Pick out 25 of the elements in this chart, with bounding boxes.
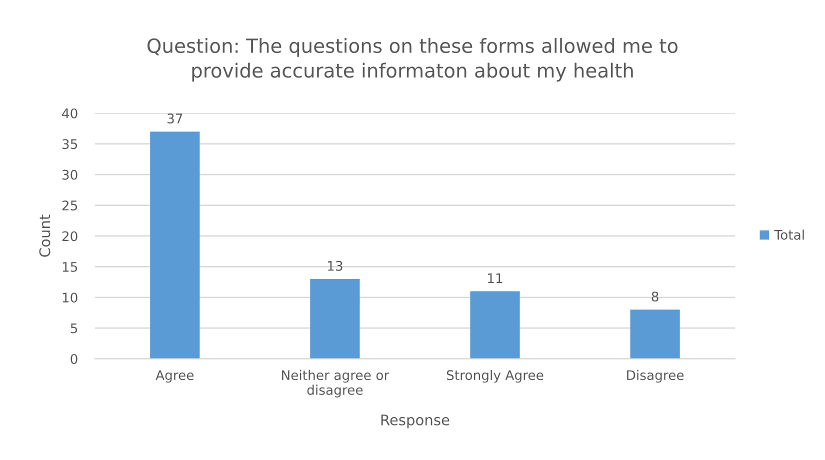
- y-tick-label: 20: [62, 231, 78, 242]
- y-tick-label: 0: [70, 354, 78, 364]
- data-label: 37: [168, 113, 182, 124]
- bar: [470, 291, 520, 359]
- bar: [150, 132, 200, 359]
- data-label: 8: [652, 292, 658, 302]
- y-tick-label: 15: [62, 262, 78, 272]
- bar: [630, 310, 680, 359]
- y-tick-label: 5: [70, 323, 78, 334]
- y-tick-label: 10: [62, 292, 78, 303]
- data-label: 11: [488, 273, 502, 283]
- y-tick-label: 35: [62, 139, 78, 150]
- bar: [310, 278, 360, 359]
- x-tick-label: Strongly Agree: [446, 370, 544, 383]
- data-label: 13: [328, 260, 342, 271]
- chart-title: Question: The questions on these forms allowed me to provide accurate informaton about my health: [147, 38, 678, 82]
- y-axis-title: Count: [39, 214, 50, 257]
- y-tick-label: 25: [62, 200, 78, 210]
- y-tick-label: 40: [62, 108, 78, 118]
- x-tick-label: Disagree: [627, 370, 684, 383]
- y-tick-label: 30: [62, 170, 78, 180]
- x-axis-title: Response: [381, 414, 450, 428]
- x-tick-label: Neither agree or disagree: [282, 370, 390, 398]
- x-tick-label: Agree: [156, 370, 194, 383]
- legend-label: Total: [774, 230, 804, 240]
